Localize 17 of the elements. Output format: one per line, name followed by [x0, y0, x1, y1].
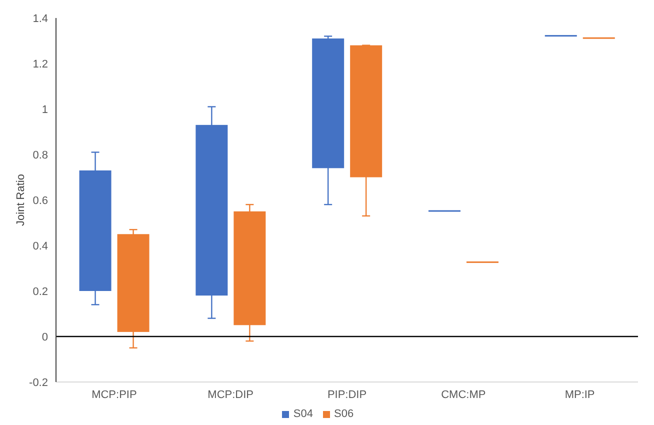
x-tick-label: MCP:PIP: [92, 388, 137, 401]
x-tick-label: MP:IP: [564, 388, 595, 401]
legend-label: S04: [293, 408, 313, 420]
y-axis-title: Joint Ratio: [14, 174, 27, 226]
y-tick-label: 0.8: [32, 149, 48, 162]
y-tick-label: 1.4: [32, 12, 48, 25]
y-tick-label: 1: [42, 104, 48, 116]
y-tick-label: 0.6: [32, 194, 48, 207]
y-tick-label: 0.4: [32, 240, 48, 252]
x-tick-label: MCP:DIP: [208, 388, 254, 401]
x-tick-label: PIP:DIP: [327, 388, 367, 401]
y-tick-label: 1.2: [32, 58, 48, 70]
x-tick-label: CMC:MP: [441, 388, 486, 401]
y-tick-label: 0.2: [32, 286, 48, 298]
y-tick-label: -0.2: [29, 376, 48, 389]
y-tick-label: 0: [42, 331, 48, 344]
legend-label: S06: [334, 408, 354, 420]
